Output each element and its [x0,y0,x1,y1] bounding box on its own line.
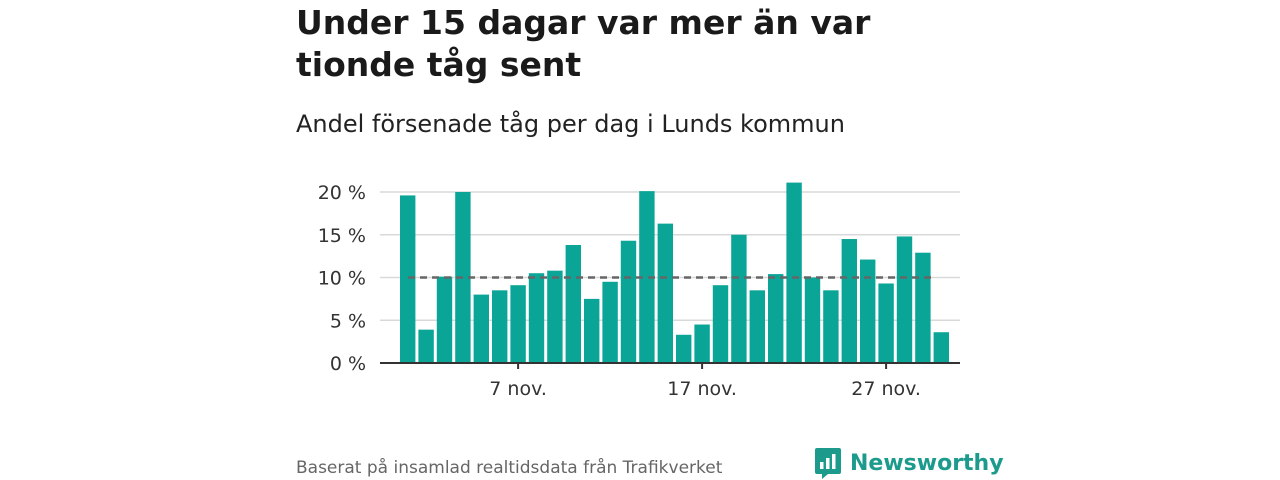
chart-subtitle: Andel försenade tåg per dag i Lunds komm… [296,110,845,138]
bar [933,332,949,363]
bar [768,274,784,363]
x-tick-label: 17 nov. [667,378,737,400]
bar [804,277,821,363]
y-tick-label: 5 % [330,310,366,332]
bar [436,276,453,363]
bar [676,334,692,363]
bar [657,223,673,363]
chart-title: Under 15 dagar var mer än var tionde tåg… [296,3,871,84]
bar [731,234,747,363]
bar [823,290,839,363]
y-tick-label: 15 % [318,225,366,247]
source-note: Baserat på insamlad realtidsdata från Tr… [296,458,723,478]
bar [400,195,416,363]
bar [510,285,526,363]
y-tick-label: 20 % [318,182,366,204]
bar [418,329,434,363]
bar [584,298,600,363]
brand-name: Newsworthy [850,450,1004,476]
bar [473,294,489,363]
bar [786,182,802,363]
bar [841,239,857,363]
bar-chart: 0 % 5 % 10 % 15 % 20 % 7 nov. 17 nov. 27 nov. [318,182,960,400]
bar [639,191,655,363]
bar [528,273,545,363]
bar [860,259,876,363]
bar [915,252,931,363]
newsworthy-logo-icon [815,448,841,479]
y-tick-label: 10 % [318,268,366,290]
bar [694,324,710,363]
brand-logo: Newsworthy [814,446,1004,480]
x-tick-label: 7 nov. [489,378,547,400]
y-tick-label: 0 % [330,353,366,375]
bar [712,285,729,363]
bar [547,270,563,363]
bar [492,290,508,363]
bar [565,245,581,363]
x-tick-label: 27 nov. [851,378,921,400]
bar [878,283,894,363]
bar [749,290,765,363]
bar [602,281,618,363]
bar [896,236,913,363]
bar [620,240,637,363]
